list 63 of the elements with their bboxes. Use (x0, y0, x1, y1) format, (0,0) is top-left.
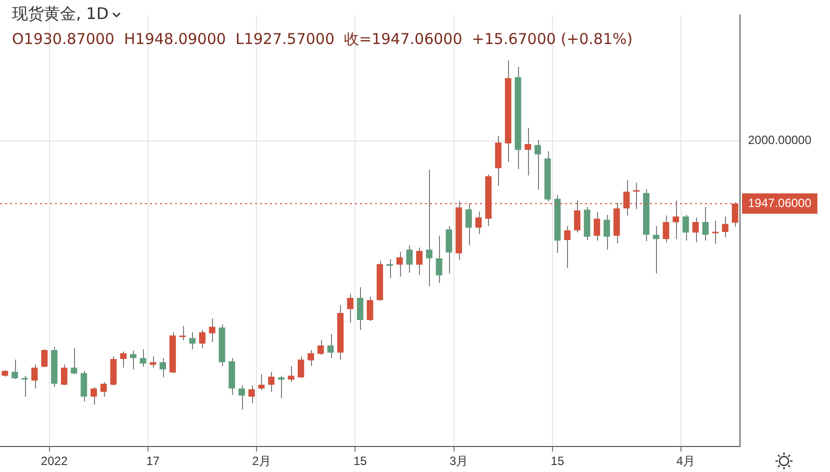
candlestick (21, 375, 28, 398)
chart-title: 现货黄金, 1D (12, 4, 109, 25)
candlestick (327, 333, 334, 359)
candlestick (465, 203, 472, 246)
x-tick-label: 15 (550, 454, 564, 468)
x-tick-label: 2022 (40, 454, 68, 468)
x-tick-label: 2月 (252, 454, 271, 468)
candlestick (446, 226, 452, 274)
candlestick (356, 286, 364, 330)
candlestick (436, 235, 442, 284)
y-tick-label: 1947.06000 (748, 196, 812, 210)
candlestick (80, 370, 88, 402)
x-tick-label: 15 (353, 454, 368, 468)
candlestick (120, 351, 127, 368)
candlestick (12, 359, 18, 380)
candlestick (317, 340, 324, 356)
candlestick (366, 296, 374, 322)
candlestick (278, 375, 284, 399)
candlestick (41, 348, 48, 368)
candlestick (524, 127, 532, 176)
y-tick-label: 2000.00000 (748, 133, 812, 148)
candlestick (347, 293, 354, 324)
candlestick (100, 382, 107, 398)
candlestick (702, 206, 709, 242)
candlestick (60, 364, 68, 386)
candlestick (426, 169, 432, 287)
candlestick (475, 211, 482, 235)
candlestick (594, 211, 600, 242)
candlestick (70, 348, 78, 375)
candlestick (386, 258, 393, 279)
candlestick (662, 214, 670, 243)
candlestick (692, 217, 699, 243)
candlestick (248, 384, 255, 404)
candlestick (396, 251, 403, 278)
x-tick-label: 3月 (449, 454, 468, 468)
x-tick-label: 17 (146, 454, 160, 468)
candlestick (288, 366, 294, 383)
candlestick (298, 356, 304, 378)
candlestick (534, 140, 541, 190)
candlestick (564, 226, 571, 268)
candlestick (268, 371, 275, 392)
candlestick (604, 214, 610, 250)
candlestick (722, 216, 728, 238)
candlestick (189, 332, 196, 350)
candlestick (130, 350, 136, 370)
candlestick (150, 356, 156, 368)
candlestick (406, 244, 413, 274)
text: O1930.87000 H1948.09000 L1927.57000 收=1947.06000 +15.67000 (+0.81%) (12, 30, 633, 49)
x-tick-label: 4月 (676, 454, 696, 468)
candlestick (90, 386, 97, 406)
candlestick (160, 358, 166, 378)
candlestick (416, 247, 423, 276)
candlestick (258, 374, 265, 391)
candlestick (712, 220, 719, 244)
candlestick (199, 329, 206, 349)
candlestick (140, 348, 146, 368)
candlestick (31, 364, 38, 390)
candlestick (652, 226, 660, 274)
candlestick (308, 350, 314, 367)
candlestick (179, 325, 186, 341)
candlestick (682, 214, 689, 242)
candlestick (208, 318, 216, 342)
candlestick (238, 384, 245, 410)
